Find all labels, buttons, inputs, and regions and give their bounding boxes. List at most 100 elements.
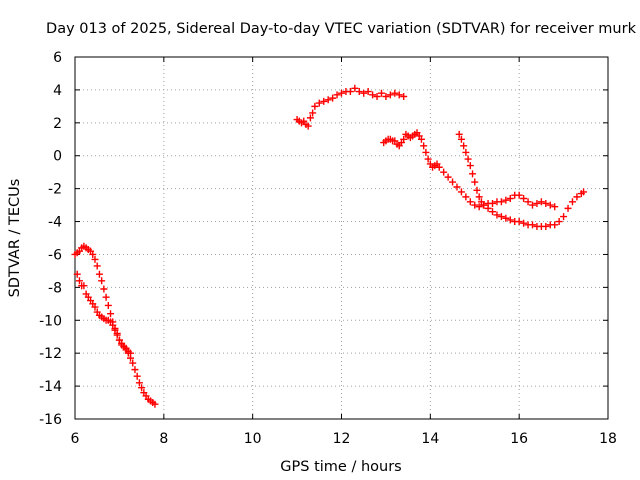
data-point [369, 91, 377, 99]
data-point [475, 193, 483, 201]
data-point [462, 193, 470, 201]
data-point [524, 198, 532, 206]
x-tick-label: 16 [510, 431, 528, 447]
data-point [131, 366, 139, 374]
data-point [533, 199, 541, 207]
data-point [497, 198, 505, 206]
y-tick-label: 6 [53, 50, 62, 66]
data-point [471, 201, 479, 209]
data-point [573, 193, 581, 201]
data-point [551, 203, 559, 211]
data-point [133, 372, 141, 380]
y-axis-label: SDTVAR / TECUs [7, 179, 23, 298]
data-point [382, 92, 390, 100]
data-point [502, 214, 510, 222]
y-tick-label: -12 [39, 346, 62, 362]
y-tick-label: 0 [53, 149, 62, 165]
data-point [462, 148, 470, 156]
data-point [453, 183, 461, 191]
data-point [466, 198, 474, 206]
data-point [542, 222, 550, 230]
data-point [520, 195, 528, 203]
data-point [400, 92, 408, 100]
x-tick-label: 18 [599, 431, 617, 447]
data-point [551, 221, 559, 229]
data-point [489, 199, 497, 207]
chart-title: Day 013 of 2025, Sidereal Day-to-day VTE… [46, 21, 637, 37]
data-point [391, 89, 399, 97]
data-point [475, 203, 483, 211]
data-point [528, 221, 536, 229]
data-point [422, 148, 430, 156]
y-tick-label: -16 [39, 412, 62, 428]
data-point [311, 102, 319, 110]
data-point [469, 170, 477, 178]
data-point [506, 216, 514, 224]
y-tick-label: -14 [39, 379, 62, 395]
data-point [98, 277, 106, 285]
y-tick-label: -2 [48, 182, 62, 198]
data-point [440, 168, 448, 176]
data-point [135, 379, 143, 387]
data-point [129, 359, 137, 367]
data-point [528, 201, 536, 209]
data-point [73, 270, 81, 278]
data-point [424, 155, 432, 163]
x-tick-label: 8 [159, 431, 168, 447]
x-tick-label: 10 [244, 431, 262, 447]
data-point [420, 142, 428, 150]
data-point [80, 282, 88, 290]
y-tick-label: -4 [48, 215, 62, 231]
data-point [497, 213, 505, 221]
data-point [449, 178, 457, 186]
data-point [515, 218, 523, 226]
data-point [480, 201, 488, 209]
x-tick-labels: 6 8 10 12 14 16 18 [71, 431, 617, 447]
data-point [91, 255, 99, 263]
data-point [91, 303, 99, 311]
data-point [304, 122, 312, 130]
data-point [104, 301, 112, 309]
y-tick-label: 2 [53, 116, 62, 132]
data-point [555, 218, 563, 226]
data-point [324, 96, 332, 104]
x-tick-label: 12 [333, 431, 351, 447]
data-point [75, 277, 83, 285]
plot-frame [74, 56, 609, 420]
data-point [89, 250, 97, 258]
data-point [471, 178, 479, 186]
data-point [107, 310, 115, 318]
x-axis-label: GPS time / hours [280, 459, 401, 475]
data-point [457, 188, 465, 196]
data-point [338, 89, 345, 97]
data-point [333, 91, 341, 99]
data-point [364, 88, 372, 96]
data-point [113, 329, 121, 337]
data-point [138, 384, 146, 392]
data-point [464, 155, 472, 163]
data-point [520, 219, 528, 227]
data-point [537, 198, 545, 206]
data-point [473, 186, 481, 194]
data-point [151, 400, 159, 408]
data-point [95, 270, 103, 278]
data-point [306, 114, 314, 122]
data-point [386, 91, 394, 99]
data-point [580, 188, 588, 196]
data-point [542, 199, 550, 207]
data-point [489, 208, 497, 216]
data-point [560, 213, 568, 221]
data-point [377, 89, 385, 97]
data-point [100, 285, 108, 293]
data-point [502, 196, 510, 204]
data-point [564, 204, 572, 212]
data-point [506, 195, 514, 203]
data-point [493, 211, 501, 219]
data-point [320, 97, 328, 105]
data-point [515, 191, 523, 199]
y-tick-label: 4 [53, 83, 62, 99]
data-points [71, 84, 588, 408]
x-tick-label: 6 [71, 431, 80, 447]
data-point [400, 135, 408, 143]
